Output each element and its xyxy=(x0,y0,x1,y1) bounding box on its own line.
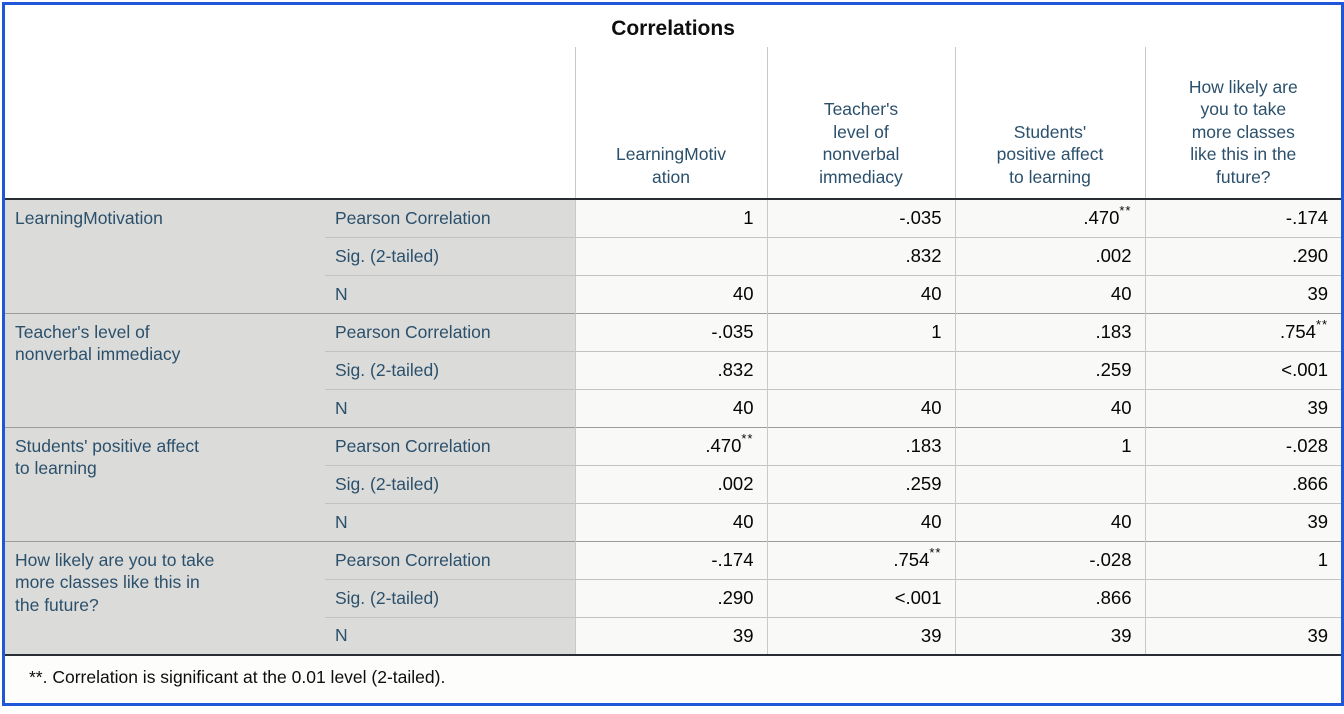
row-group-label: Teacher's level of nonverbal immediacy xyxy=(5,312,325,427)
significance-flag: ** xyxy=(1315,316,1329,332)
correlations-table: Correlations LearningMotiv ation Teacher… xyxy=(5,5,1342,703)
stat-row-label: Sig. (2-tailed) xyxy=(325,464,575,503)
value-cell: -.028 xyxy=(1144,426,1342,465)
stat-row-label: Pearson Correlation xyxy=(325,199,575,237)
column-header-students-positive-affect: Students' positive affect to learning xyxy=(954,47,1145,200)
stat-row-label: Pearson Correlation xyxy=(325,426,575,465)
value-cell: .866 xyxy=(1144,464,1342,503)
value-cell: .832 xyxy=(766,236,955,275)
value-cell: 39 xyxy=(1144,502,1342,541)
value-cell: .470** xyxy=(954,199,1145,237)
stat-row-label: Pearson Correlation xyxy=(325,312,575,351)
value-cell: 40 xyxy=(766,388,955,427)
column-header-teacher-nonverbal-immediacy: Teacher's level of nonverbal immediacy xyxy=(766,47,955,200)
stat-row-label: N xyxy=(325,616,575,655)
value-cell: 39 xyxy=(954,616,1145,655)
stat-row-label: Sig. (2-tailed) xyxy=(325,350,575,389)
value-cell: .866 xyxy=(954,578,1145,617)
value-cell: -.174 xyxy=(574,540,767,579)
value-cell: .259 xyxy=(954,350,1145,389)
value-cell: 1 xyxy=(574,199,767,237)
header-corner-cell xyxy=(5,47,575,200)
value-cell: -.035 xyxy=(574,312,767,351)
value-cell: .183 xyxy=(954,312,1145,351)
value-cell: 39 xyxy=(1144,274,1342,313)
column-header-learningmotivation: LearningMotiv ation xyxy=(574,47,767,200)
stat-row-label: N xyxy=(325,388,575,427)
value-cell: 40 xyxy=(954,502,1145,541)
row-group-label: How likely are you to take more classes … xyxy=(5,540,325,655)
value-cell: 1 xyxy=(766,312,955,351)
value-cell xyxy=(954,464,1145,503)
stat-row-label: Sig. (2-tailed) xyxy=(325,578,575,617)
table-title: Correlations xyxy=(5,5,1342,47)
value-cell: 40 xyxy=(954,274,1145,313)
value-cell: .470** xyxy=(574,426,767,465)
value-cell: .290 xyxy=(1144,236,1342,275)
value-cell: 39 xyxy=(574,616,767,655)
significance-flag: ** xyxy=(741,430,754,446)
value-cell: 39 xyxy=(1144,616,1342,655)
value-cell: .290 xyxy=(574,578,767,617)
value-cell: <.001 xyxy=(1144,350,1342,389)
significance-flag: ** xyxy=(929,544,942,560)
value-cell: .002 xyxy=(954,236,1145,275)
value-cell: 39 xyxy=(766,616,955,655)
stat-row-label: N xyxy=(325,502,575,541)
significance-flag: ** xyxy=(1119,203,1132,219)
value-cell: 40 xyxy=(574,388,767,427)
value-cell: 1 xyxy=(954,426,1145,465)
stat-row-label: Sig. (2-tailed) xyxy=(325,236,575,275)
value-cell: -.035 xyxy=(766,199,955,237)
value-cell: 40 xyxy=(954,388,1145,427)
value-cell: .754** xyxy=(1144,312,1342,351)
column-header-take-more-classes: How likely are you to take more classes … xyxy=(1144,47,1342,200)
value-cell: .183 xyxy=(766,426,955,465)
value-cell: .259 xyxy=(766,464,955,503)
stat-row-label: Pearson Correlation xyxy=(325,540,575,579)
table-footnote: **. Correlation is significant at the 0.… xyxy=(5,654,1342,703)
value-cell xyxy=(766,350,955,389)
stat-row-label: N xyxy=(325,274,575,313)
value-cell: 40 xyxy=(574,502,767,541)
value-cell: 40 xyxy=(766,502,955,541)
value-cell xyxy=(1144,578,1342,617)
value-cell xyxy=(574,236,767,275)
value-cell: -.174 xyxy=(1144,199,1342,237)
value-cell: -.028 xyxy=(954,540,1145,579)
value-cell: 39 xyxy=(1144,388,1342,427)
value-cell: 1 xyxy=(1144,540,1342,579)
value-cell: .754** xyxy=(766,540,955,579)
row-group-label: LearningMotivation xyxy=(5,199,325,313)
value-cell: 40 xyxy=(574,274,767,313)
row-group-label: Students' positive affect to learning xyxy=(5,426,325,541)
value-cell: .002 xyxy=(574,464,767,503)
value-cell: 40 xyxy=(766,274,955,313)
value-cell: <.001 xyxy=(766,578,955,617)
value-cell: .832 xyxy=(574,350,767,389)
